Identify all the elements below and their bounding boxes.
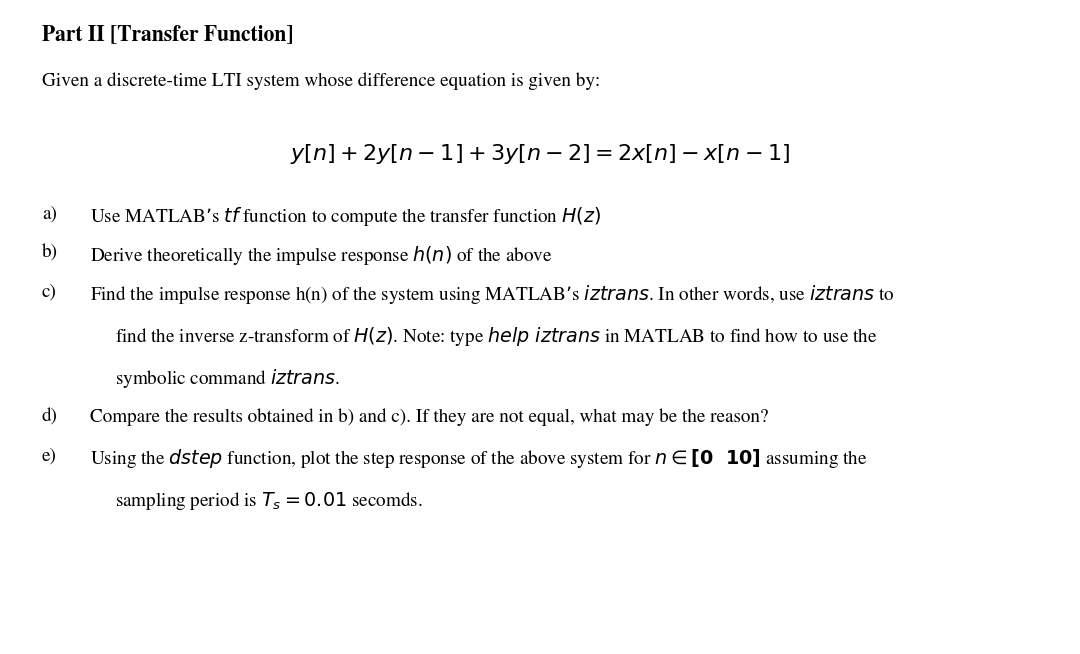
Text: Using the $\it{dstep}$ function, plot the step response of the above system for : Using the $\it{dstep}$ function, plot th… (90, 447, 867, 470)
Text: Given a discrete-time LTI system whose difference equation is given by:: Given a discrete-time LTI system whose d… (42, 72, 600, 90)
Text: a): a) (42, 205, 57, 222)
Text: Use MATLAB’s $\it{tf}$ function to compute the transfer function $H(z)$: Use MATLAB’s $\it{tf}$ function to compu… (90, 205, 600, 228)
Text: $y[n] + 2y[n-1] + 3y[n-2] = 2x[n] - x[n-1]$: $y[n] + 2y[n-1] + 3y[n-2] = 2x[n] - x[n-… (291, 142, 789, 166)
Text: sampling period is $T_s = 0.01$ secomds.: sampling period is $T_s = 0.01$ secomds. (114, 490, 422, 512)
Text: c): c) (42, 283, 57, 300)
Text: e): e) (42, 447, 57, 464)
Text: Find the impulse response h(n) of the system using MATLAB’s $\it{iztrans}$. In o: Find the impulse response h(n) of the sy… (90, 283, 895, 306)
Text: Part II [Transfer Function]: Part II [Transfer Function] (42, 24, 294, 45)
Text: symbolic command $\it{iztrans}$.: symbolic command $\it{iztrans}$. (114, 367, 340, 390)
Text: Derive theoretically the impulse response $h(n)$ of the above: Derive theoretically the impulse respons… (90, 244, 553, 267)
Text: find the inverse z-transform of $H(z)$. Note: type $\mathbf{\it{help\ iztrans}}$: find the inverse z-transform of $H(z)$. … (114, 325, 877, 348)
Text: b): b) (42, 244, 58, 261)
Text: d): d) (42, 408, 58, 425)
Text: Compare the results obtained in b) and c). If they are not equal, what may be th: Compare the results obtained in b) and c… (90, 408, 768, 426)
